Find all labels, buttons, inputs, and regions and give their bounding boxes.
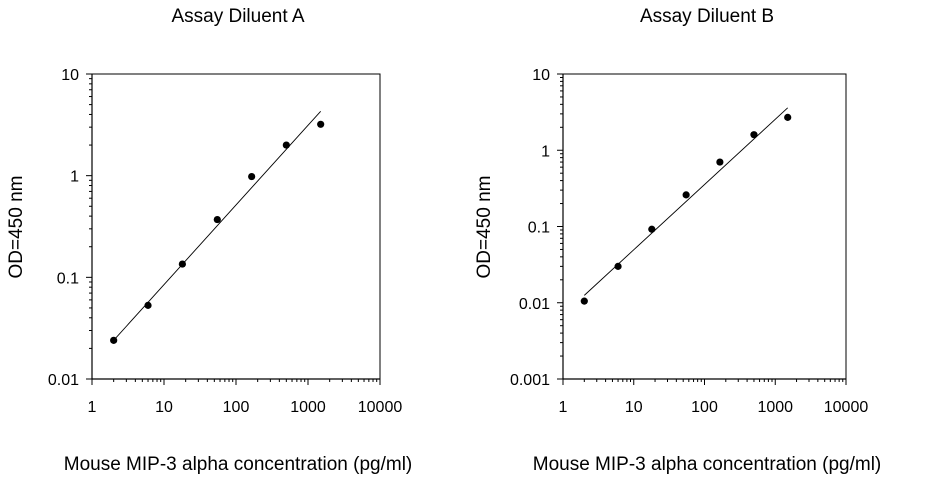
data-point: [213, 215, 221, 224]
data-point: [750, 131, 758, 139]
data-point: [716, 158, 724, 166]
y-tick-label: 0.1: [528, 220, 550, 237]
chart-panel-b: Assay Diluent B 1 10 100 1000 10000 0.001 0.01 0…: [474, 6, 881, 475]
chart-title: Assay Diluent A: [171, 6, 304, 27]
x-tick-label: 1000: [757, 399, 793, 416]
y-tick-label: 1: [70, 169, 79, 186]
x-tick-label: 10: [155, 399, 173, 416]
y-tick-label: 0.001: [510, 372, 550, 389]
y-tick-label: 1: [541, 143, 550, 160]
data-point: [144, 301, 152, 309]
data-point: [648, 225, 656, 233]
data-point: [682, 191, 690, 199]
data-point: [248, 172, 256, 181]
data-point: [317, 120, 325, 128]
y-axis-label: OD=450 nm: [6, 176, 27, 279]
x-axis-label: Mouse MIP-3 alpha concentration (pg/ml): [533, 454, 882, 475]
x-axis-label: Mouse MIP-3 alpha concentration (pg/ml): [64, 454, 413, 475]
data-point: [784, 113, 792, 121]
x-tick-label: 1: [88, 399, 97, 416]
x-tick-label: 10000: [358, 399, 403, 416]
y-tick-label: 0.01: [48, 372, 79, 389]
x-tick-label: 1: [559, 399, 568, 416]
x-tick-label: 1000: [290, 399, 326, 416]
data-point: [614, 262, 622, 270]
y-tick-label: 0.1: [57, 270, 79, 287]
y-tick-label: 0.01: [519, 296, 550, 313]
y-axis-label: OD=450 nm: [474, 176, 495, 279]
chart-title: Assay Diluent B: [640, 6, 774, 27]
plot-frame: [562, 73, 847, 380]
data-point: [282, 141, 290, 149]
x-tick-label: 10: [625, 399, 643, 416]
plot-frame: [91, 73, 381, 380]
x-tick-label: 100: [691, 399, 718, 416]
y-tick-label: 10: [61, 67, 79, 84]
x-tick-label: 10000: [824, 399, 869, 416]
data-point: [178, 260, 186, 268]
data-point: [110, 336, 118, 344]
x-tick-label: 100: [223, 399, 250, 416]
chart-panel-a: Assay Diluent A 1 10 100 1000 10000 0.01 0.1 1 10…: [6, 6, 412, 475]
y-tick-label: 10: [532, 67, 550, 84]
data-point: [580, 297, 588, 305]
